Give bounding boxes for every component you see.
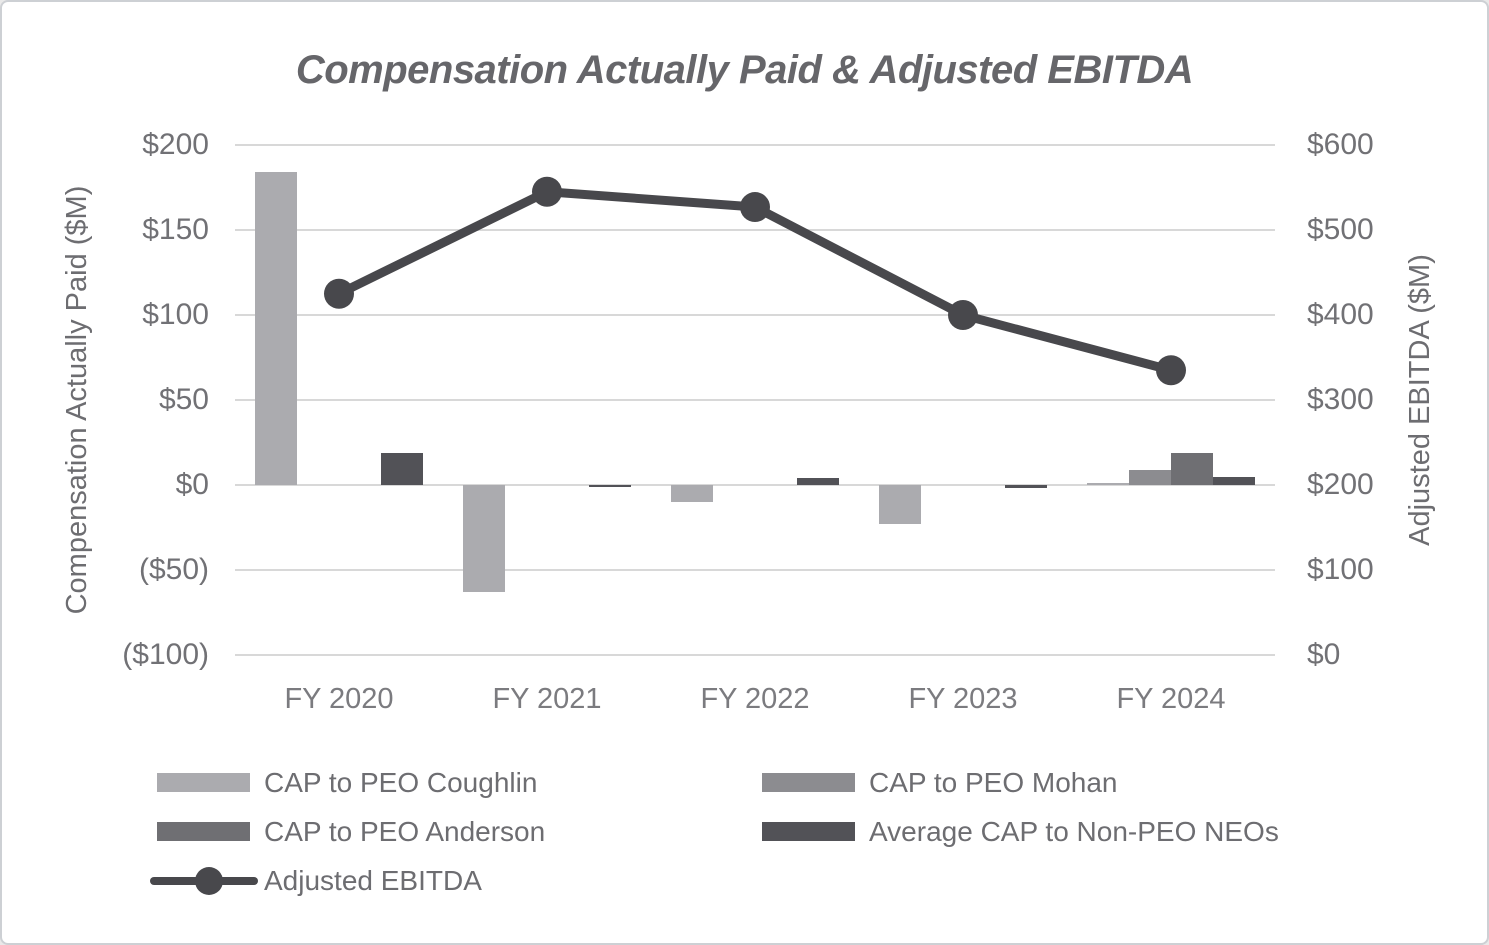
legend-label-average-cap-to-non-peo-neos: Average CAP to Non-PEO NEOs (869, 816, 1279, 847)
bar-cap-to-peo-anderson-fy-2024 (1171, 452, 1213, 485)
bar-average-cap-to-non-peo-neos-fy-2022 (797, 478, 839, 485)
x-label-fy-2022: FY 2022 (700, 683, 810, 715)
gridline (235, 484, 1275, 486)
bar-average-cap-to-non-peo-neos-fy-2020 (381, 452, 423, 485)
legend-label-cap-to-peo-mohan: CAP to PEO Mohan (869, 767, 1118, 798)
bar-average-cap-to-non-peo-neos-fy-2021 (589, 485, 631, 487)
gridline (235, 654, 1275, 656)
right-tick-3: $300 (1307, 383, 1374, 416)
left-tick-1: $150 (142, 213, 209, 246)
bar-cap-to-peo-coughlin-fy-2020 (255, 172, 297, 485)
x-label-fy-2021: FY 2021 (492, 683, 602, 715)
legend-label-cap-to-peo-coughlin: CAP to PEO Coughlin (264, 767, 538, 798)
gridline (235, 229, 1275, 231)
legend-swatch-average-cap-to-non-peo-neos (762, 822, 855, 841)
legend-swatch-cap-to-peo-mohan (762, 773, 855, 792)
marker-adjusted-ebitda-fy-2021 (532, 176, 562, 207)
gridline (235, 399, 1275, 401)
right-tick-0: $600 (1307, 128, 1374, 161)
marker-adjusted-ebitda-fy-2022 (740, 192, 770, 223)
gridline (235, 314, 1275, 316)
legend-label-cap-to-peo-anderson: CAP to PEO Anderson (264, 816, 546, 847)
bar-cap-to-peo-coughlin-fy-2023 (879, 485, 921, 525)
x-label-fy-2024: FY 2024 (1116, 683, 1226, 715)
legend-swatch-cap-to-peo-anderson (157, 822, 250, 841)
right-tick-2: $400 (1307, 298, 1374, 331)
left-tick-2: $100 (142, 298, 209, 331)
left-tick-4: $0 (175, 468, 209, 501)
line-path-adjusted-ebitda (337, 187, 1173, 375)
legend-marker-adjusted-ebitda (195, 867, 223, 895)
bar-average-cap-to-non-peo-neos-fy-2023 (1005, 485, 1047, 489)
right-tick-4: $200 (1307, 468, 1374, 501)
marker-adjusted-ebitda-fy-2024 (1156, 355, 1186, 386)
bar-cap-to-peo-coughlin-fy-2024 (1087, 483, 1129, 485)
bar-cap-to-peo-coughlin-fy-2022 (671, 485, 713, 502)
right-tick-1: $500 (1307, 213, 1374, 246)
chart-title: Compensation Actually Paid & Adjusted EB… (295, 48, 1194, 92)
right-tick-6: $0 (1307, 638, 1341, 671)
gridline (235, 569, 1275, 571)
left-tick-5: ($50) (138, 553, 209, 586)
x-label-fy-2023: FY 2023 (908, 683, 1018, 715)
right-tick-5: $100 (1307, 553, 1374, 586)
legend-swatch-cap-to-peo-coughlin (157, 773, 250, 792)
left-tick-0: $200 (142, 128, 209, 161)
gridline (235, 144, 1275, 146)
bar-cap-to-peo-mohan-fy-2024 (1129, 469, 1171, 485)
marker-adjusted-ebitda-fy-2020 (324, 278, 354, 309)
bar-cap-to-peo-coughlin-fy-2021 (463, 485, 505, 593)
plot-area (235, 144, 1275, 656)
legend-label-adjusted-ebitda: Adjusted EBITDA (264, 865, 482, 896)
left-tick-3: $50 (158, 383, 209, 416)
x-label-fy-2020: FY 2020 (284, 683, 394, 715)
bar-average-cap-to-non-peo-neos-fy-2024 (1213, 476, 1255, 485)
left-tick-6: ($100) (122, 638, 209, 671)
